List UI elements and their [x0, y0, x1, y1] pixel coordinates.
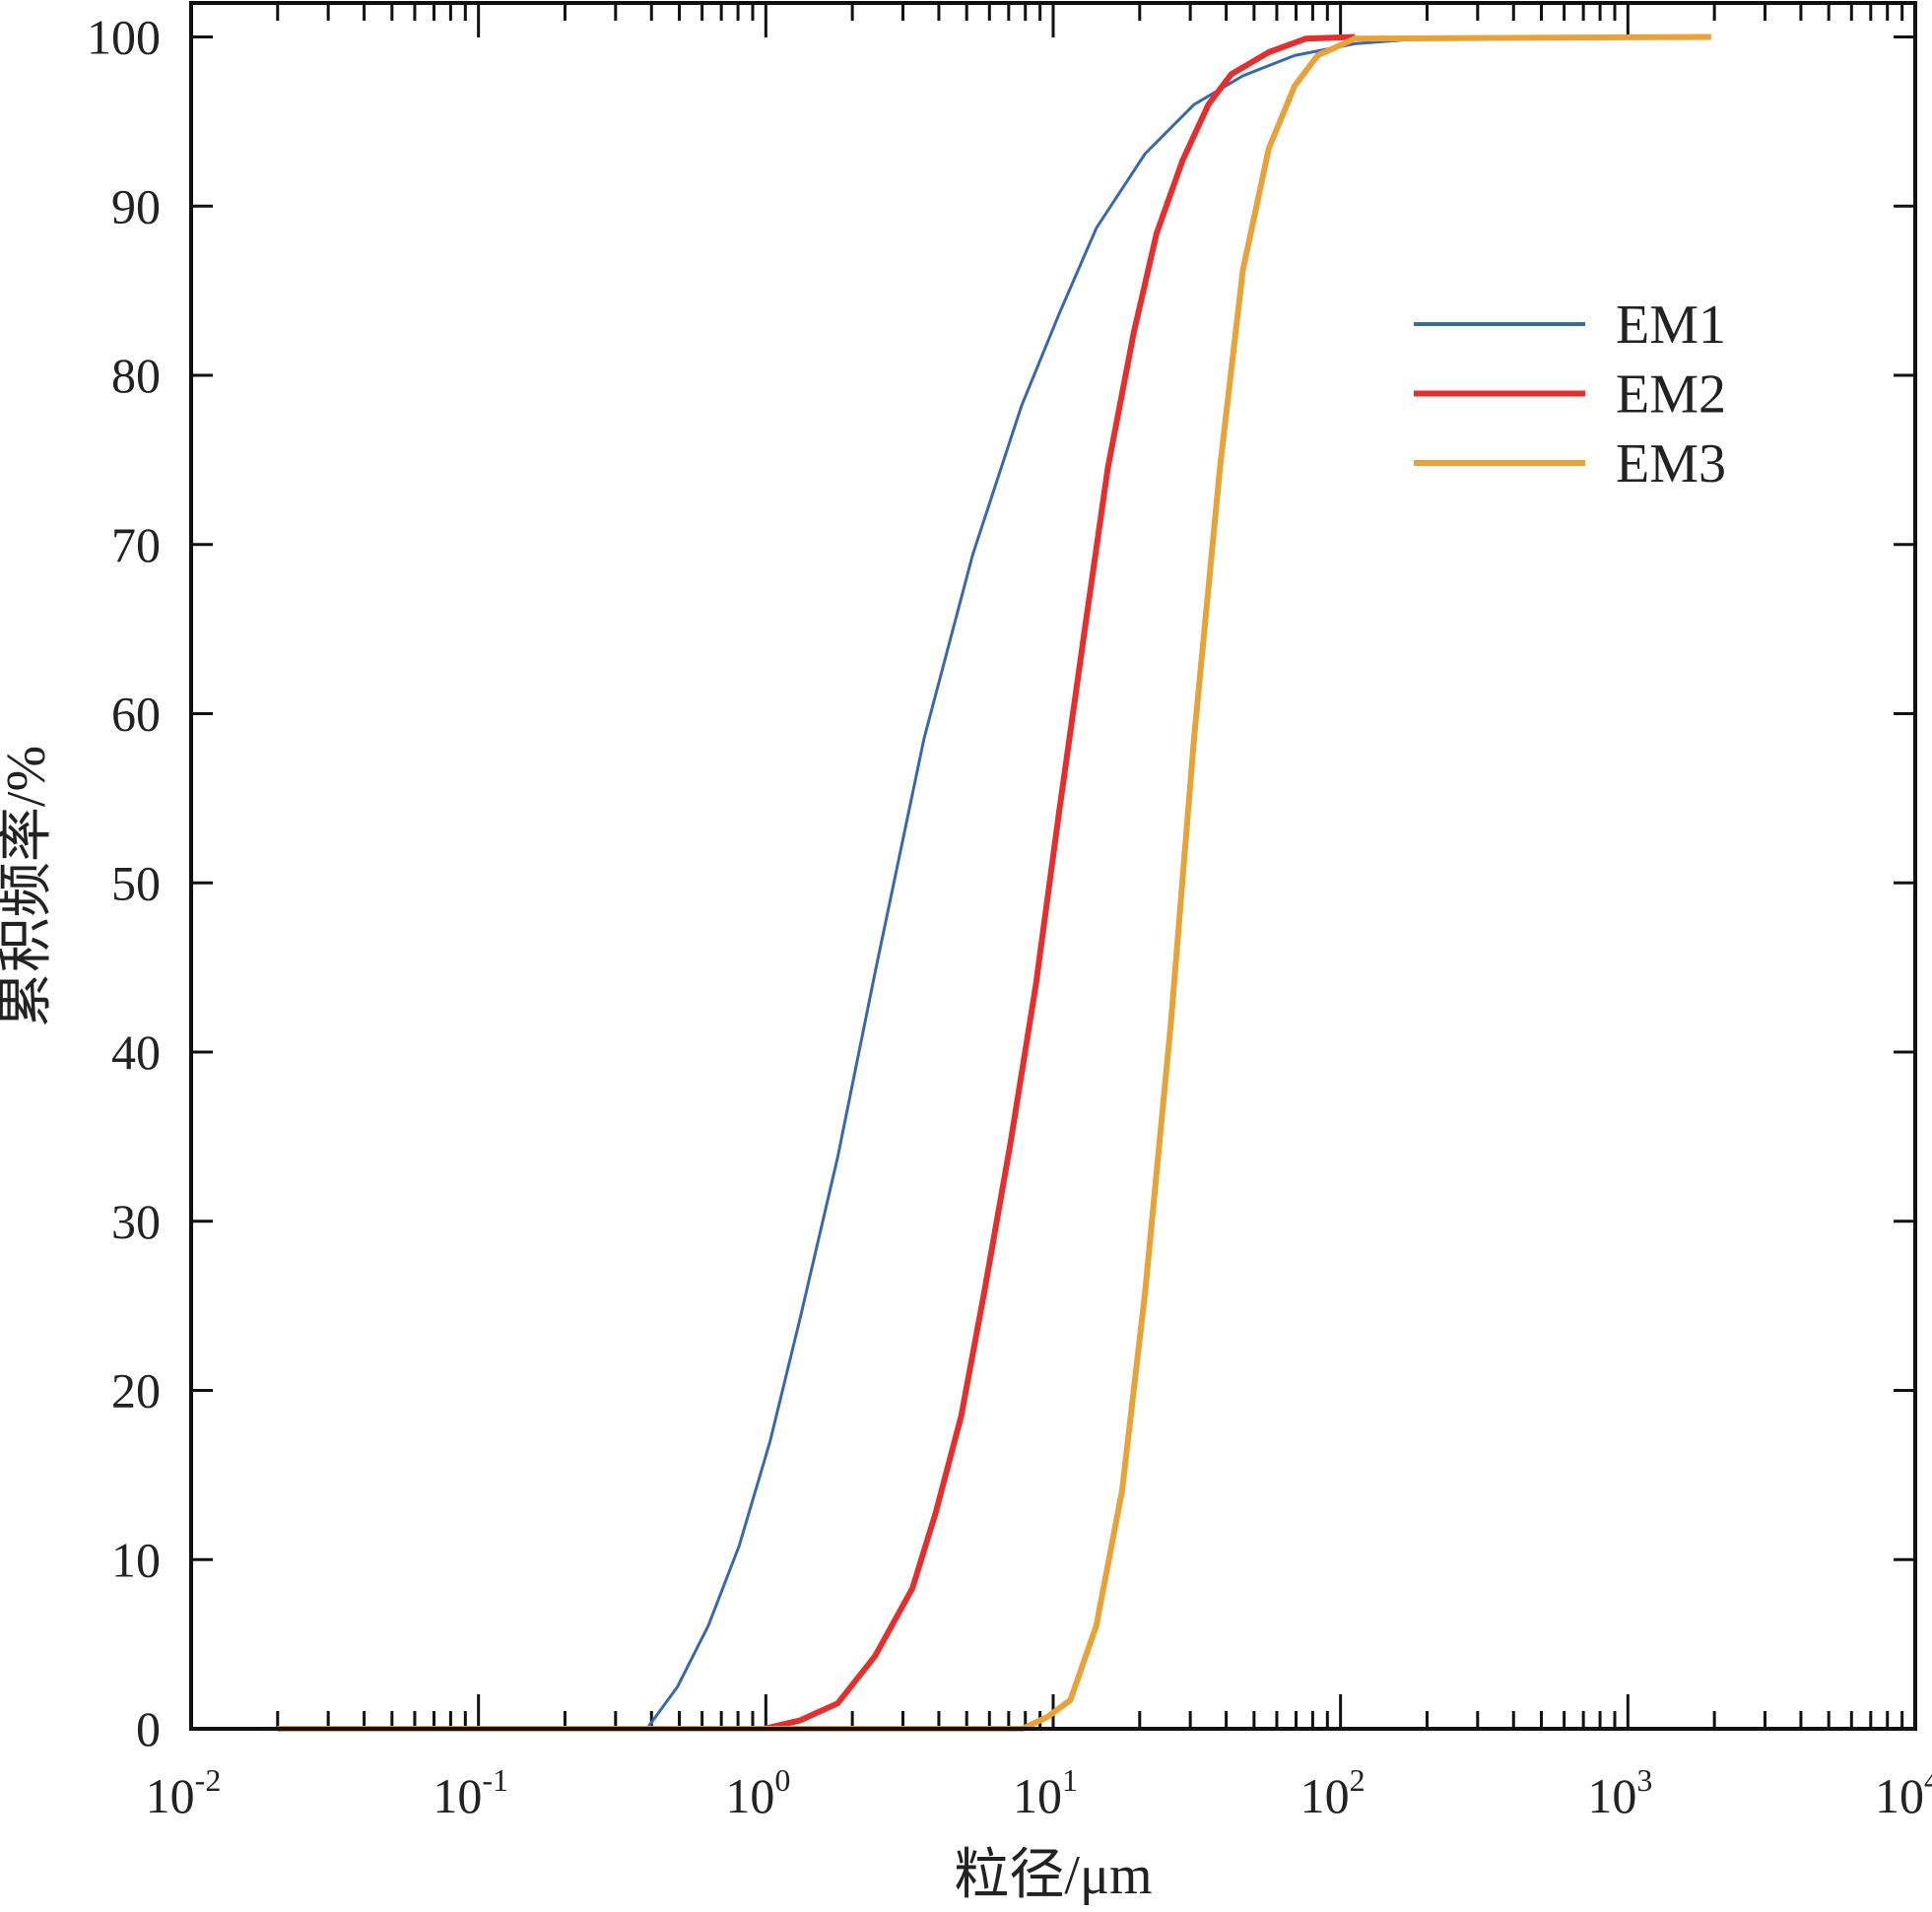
x-tick-label: 103 — [1587, 1762, 1652, 1823]
y-axis-label: 累积频率/% — [0, 746, 57, 1027]
y-tick-label: 30 — [111, 1194, 161, 1249]
y-tick-label: 70 — [111, 517, 161, 572]
y-tick-label: 10 — [111, 1532, 161, 1587]
y-tick-label: 100 — [87, 10, 161, 65]
y-tick-label: 90 — [111, 178, 161, 233]
y-tick-label: 80 — [111, 348, 161, 403]
x-tick-exponent: 1 — [1062, 1762, 1078, 1798]
legend: EM1 EM2 EM3 — [1414, 295, 1726, 494]
y-tick-label: 40 — [111, 1024, 161, 1080]
x-tick-label: 10-2 — [146, 1762, 222, 1823]
series-line-em2 — [277, 33, 1356, 1732]
x-tick-label: 10-1 — [433, 1762, 508, 1823]
y-tick-label: 0 — [136, 1701, 161, 1756]
x-axis-label: 粒径/μm — [954, 1845, 1152, 1906]
y-tick-label: 20 — [111, 1363, 161, 1418]
x-tick-exponent: 3 — [1636, 1762, 1652, 1798]
x-tick-labels: 10-2 10-1 100 101 102 103 104 — [146, 1762, 1932, 1823]
series-line-em1 — [277, 35, 1441, 1731]
x-tick-exponent: -1 — [482, 1762, 508, 1798]
legend-label: EM2 — [1616, 364, 1726, 426]
y-tick-label: 50 — [111, 855, 161, 910]
x-tick-exponent: -2 — [195, 1762, 222, 1798]
x-tick-label: 100 — [725, 1762, 790, 1823]
y-tick-label: 60 — [111, 687, 161, 742]
x-tick-exponent: 0 — [774, 1762, 790, 1798]
axis-ticks — [189, 3, 1917, 1731]
x-tick-exponent: 4 — [1924, 1762, 1932, 1798]
x-tick-label: 101 — [1013, 1762, 1078, 1823]
series-lines — [277, 33, 1711, 1732]
x-tick-label: 104 — [1875, 1762, 1932, 1823]
legend-label: EM3 — [1616, 433, 1726, 494]
y-tick-labels: 0 10 20 30 40 50 60 70 80 90 100 — [87, 10, 161, 1757]
legend-label: EM1 — [1616, 295, 1726, 356]
x-tick-label: 102 — [1300, 1762, 1366, 1823]
plot-frame — [189, 1, 1917, 1731]
series-line-em3 — [277, 33, 1711, 1732]
x-tick-exponent: 2 — [1350, 1762, 1366, 1798]
